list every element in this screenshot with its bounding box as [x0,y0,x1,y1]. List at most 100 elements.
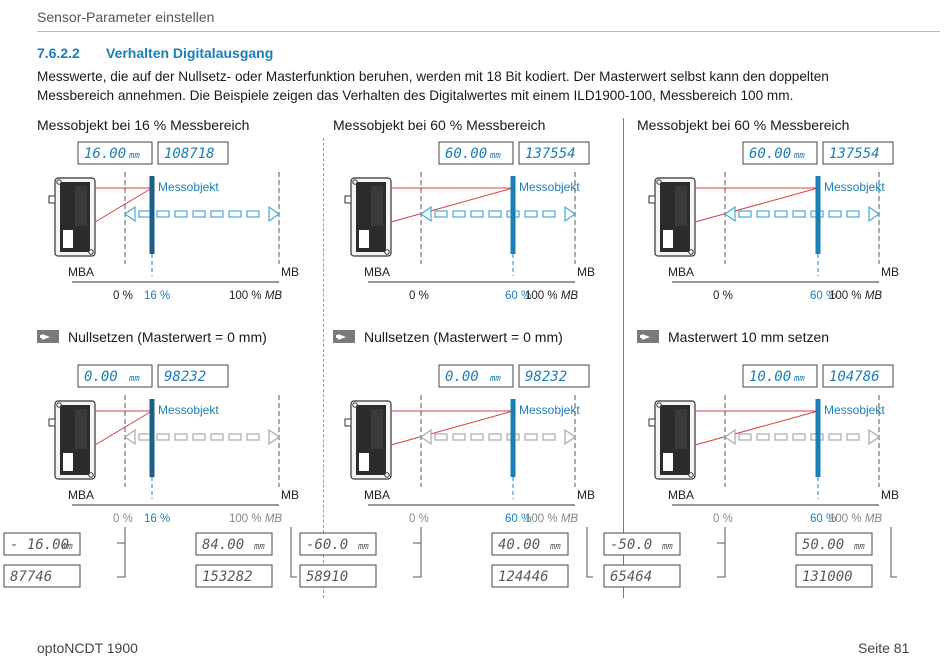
display-high-value: 40.00 [498,537,540,553]
step-label: Masterwert 10 mm setzen [668,329,830,345]
range-arrow-icon [123,205,281,223]
panel-graphic: 16.00mm108718MessobjektMBAMBE0 %16 %100 … [3,141,300,588]
mba-label: MBA [68,488,94,502]
unit-label: mm [853,542,865,552]
display-code: 137554 [525,146,576,162]
mba-label: MBA [364,265,390,279]
column-separator-dashed [323,138,324,598]
mbe-label: MBE [281,265,300,279]
tick-100: 100 % MB [229,290,282,302]
tick-0: 0 % [113,290,133,302]
display-high-code: 131000 [802,569,853,585]
unit-label: mm [128,151,140,161]
tick-object: 16 % [144,290,170,302]
unit-label: mm [793,151,805,161]
tick-0: 0 % [409,290,429,302]
mba-label: MBA [668,488,694,502]
tick-0: 0 % [713,513,733,525]
measurement-diagram: 10.00mm104786MessobjektMBAMBE0 %60 %100 … [603,364,900,588]
object-label: Messobjekt [824,180,885,194]
sensor-icon [344,177,392,257]
sensor-icon [344,400,392,480]
tick-0: 0 % [113,513,133,525]
header-divider [37,31,940,32]
display-value: 10.00 [749,369,791,385]
section-number: 7.6.2.2 [37,45,80,61]
sensor-icon [648,177,696,257]
display-low-code: 87746 [10,569,52,585]
tick-100: 100 % MB [829,290,882,302]
object-label: Messobjekt [824,403,885,417]
bracket-low [413,527,422,578]
step-label: Nullsetzen (Masterwert = 0 mm) [364,329,563,345]
range-arrow-icon [723,205,881,223]
mba-label: MBA [364,488,390,502]
object-label: Messobjekt [158,403,219,417]
sensor-icon [48,177,96,257]
unit-label: mm [253,542,265,552]
tick-100: 100 % MB [229,513,282,525]
bracket-high [890,527,897,578]
display-code: 137554 [829,146,880,162]
laser-line [94,187,153,223]
bracket-low [117,527,126,578]
display-value: 60.00 [749,146,791,162]
range-arrow-icon [723,428,881,446]
tick-100: 100 % MB [525,290,578,302]
step-label: Nullsetzen (Masterwert = 0 mm) [68,329,267,345]
arrow-right-icon [37,330,59,343]
panel-graphic: 60.00mm137554MessobjektMBAMBE0 %60 %100 … [299,141,596,588]
display-value: 0.00 [445,369,479,385]
display-code: 108718 [164,146,215,162]
laser-line [94,410,153,446]
panel-step: Nullsetzen (Masterwert = 0 mm) [37,329,267,345]
example-panel: Messobjekt bei 60 % Messbereich Nullsetze… [296,0,596,665]
sensor-icon [648,400,696,480]
tick-object: 60 % [810,290,836,302]
object-label: Messobjekt [519,180,580,194]
display-high-value: 84.00 [202,537,244,553]
display-value: 0.00 [84,369,118,385]
display-high-value: 50.00 [802,537,844,553]
display-low-value: -50.0 [610,537,652,553]
display-low-value: - 16.00 [10,537,69,553]
display-value: 60.00 [445,146,487,162]
display-low-code: 65464 [610,569,652,585]
display-high-code: 153282 [202,569,253,585]
paragraph-line-2: Messbereich annehmen. Die Beispiele zeig… [37,88,794,103]
tick-object: 60 % [505,513,531,525]
panel-graphic: 60.00mm137554MessobjektMBAMBE0 %60 %100 … [603,141,900,588]
unit-label: mm [128,374,140,384]
object-label: Messobjekt [158,180,219,194]
tick-100: 100 % MB [829,513,882,525]
bracket-low [717,527,726,578]
sensor-icon [48,400,96,480]
display-high-code: 124446 [498,569,549,585]
bracket-high [586,527,593,578]
column-separator-solid [623,118,624,598]
display-code: 104786 [829,369,880,385]
laser-line [694,410,819,446]
arrow-right-icon [637,330,659,343]
mba-label: MBA [68,265,94,279]
tick-object: 16 % [144,513,170,525]
measuring-object [510,399,516,477]
unit-label: mm [549,542,561,552]
display-code: 98232 [164,369,206,385]
paragraph-line-1: Messwerte, die auf der Nullsetz- oder Ma… [37,69,829,84]
mbe-label: MBE [881,265,900,279]
mbe-label: MBE [281,488,300,502]
range-arrow-icon [123,428,281,446]
panel-step: Masterwert 10 mm setzen [637,329,829,345]
measurement-diagram: 0.00 mm 98232 Messobjekt MBA MBE 0 % 60 %100 % … [299,364,596,588]
measuring-object [815,399,821,477]
display-low-value: -60.0 [306,537,348,553]
unit-label: mm [793,374,805,384]
tick-100: 100 % MB [525,513,578,525]
mbe-label: MBE [881,488,900,502]
tick-object: 60 % [810,513,836,525]
display-code: 98232 [525,369,567,385]
measuring-object [149,176,155,254]
